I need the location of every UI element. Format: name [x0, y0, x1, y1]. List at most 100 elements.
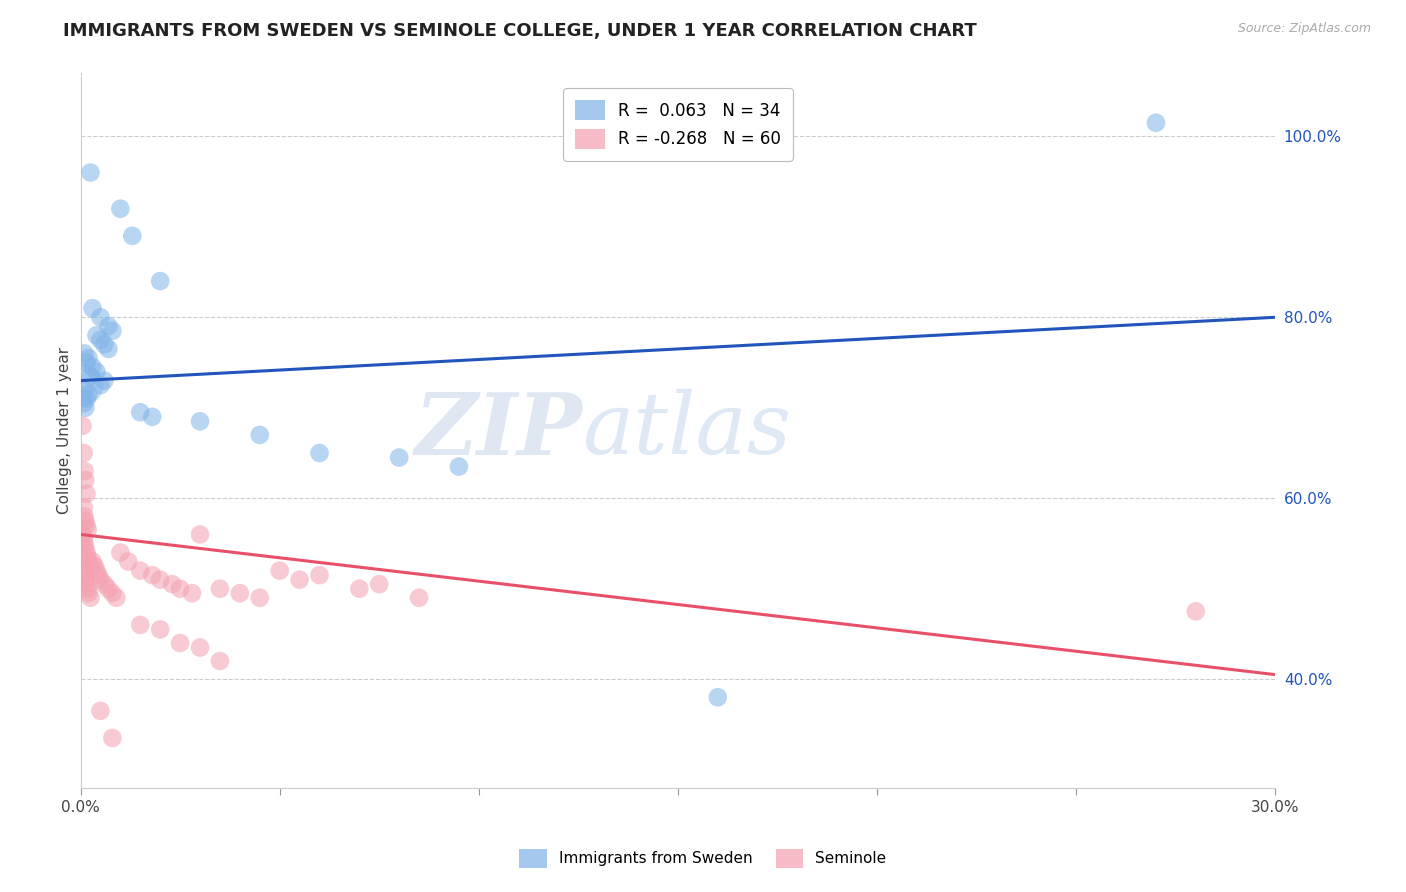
Point: [72, 418, 94, 433]
Point: [101, 324, 124, 338]
Point: [110, 545, 132, 559]
Text: Source: ZipAtlas.com: Source: ZipAtlas.com: [1237, 22, 1371, 36]
Point: [89, 378, 111, 392]
Point: [269, 564, 291, 578]
Point: [73, 568, 96, 582]
Point: [73, 532, 96, 546]
Text: IMMIGRANTS FROM SWEDEN VS SEMINOLE COLLEGE, UNDER 1 YEAR CORRELATION CHART: IMMIGRANTS FROM SWEDEN VS SEMINOLE COLLE…: [63, 22, 977, 40]
Point: [308, 568, 330, 582]
Point: [117, 555, 139, 569]
Point: [76, 577, 98, 591]
Point: [408, 591, 430, 605]
Point: [75, 573, 97, 587]
Point: [76, 355, 98, 369]
Point: [160, 577, 183, 591]
Point: [349, 582, 371, 596]
Point: [101, 586, 124, 600]
Point: [93, 374, 115, 388]
Point: [707, 690, 730, 705]
Point: [73, 536, 96, 550]
Legend: R =  0.063   N = 34, R = -0.268   N = 60: R = 0.063 N = 34, R = -0.268 N = 60: [564, 88, 793, 161]
Point: [97, 342, 120, 356]
Point: [73, 396, 96, 410]
Point: [121, 228, 143, 243]
Point: [101, 731, 124, 745]
Point: [208, 654, 231, 668]
Point: [75, 514, 97, 528]
Point: [87, 568, 110, 582]
Point: [105, 591, 128, 605]
Point: [129, 564, 152, 578]
Point: [229, 586, 252, 600]
Point: [76, 549, 98, 564]
Point: [149, 623, 172, 637]
Point: [76, 582, 98, 596]
Point: [82, 359, 104, 374]
Point: [73, 500, 96, 515]
Point: [73, 564, 96, 578]
Point: [75, 473, 97, 487]
Point: [1144, 116, 1167, 130]
Point: [73, 509, 96, 524]
Point: [73, 446, 96, 460]
Point: [89, 310, 111, 325]
Point: [93, 337, 115, 351]
Point: [188, 527, 211, 541]
Point: [86, 564, 108, 578]
Point: [141, 409, 163, 424]
Point: [76, 523, 98, 537]
Point: [97, 319, 120, 334]
Point: [82, 301, 104, 316]
Point: [447, 459, 470, 474]
Text: ZIP: ZIP: [415, 389, 582, 472]
Point: [308, 446, 330, 460]
Point: [188, 640, 211, 655]
Point: [79, 369, 101, 384]
Point: [1184, 604, 1206, 618]
Point: [76, 518, 98, 533]
Point: [89, 573, 111, 587]
Point: [388, 450, 411, 465]
Point: [72, 527, 94, 541]
Point: [73, 346, 96, 360]
Point: [72, 559, 94, 574]
Point: [77, 555, 100, 569]
Point: [169, 582, 191, 596]
Point: [188, 414, 211, 428]
Point: [72, 378, 94, 392]
Point: [181, 586, 204, 600]
Point: [208, 582, 231, 596]
Point: [288, 573, 311, 587]
Point: [169, 636, 191, 650]
Point: [73, 464, 96, 478]
Point: [129, 405, 152, 419]
Point: [149, 573, 172, 587]
Point: [76, 392, 98, 406]
Point: [129, 618, 152, 632]
Point: [110, 202, 132, 216]
Point: [79, 591, 101, 605]
Point: [149, 274, 172, 288]
Point: [76, 545, 98, 559]
Point: [79, 165, 101, 179]
Point: [82, 555, 104, 569]
Point: [75, 541, 97, 555]
Point: [97, 582, 120, 596]
Point: [77, 351, 100, 365]
Point: [249, 428, 271, 442]
Point: [141, 568, 163, 582]
Text: atlas: atlas: [582, 389, 792, 472]
Point: [93, 577, 115, 591]
Point: [77, 387, 100, 401]
Point: [249, 591, 271, 605]
Legend: Immigrants from Sweden, Seminole: Immigrants from Sweden, Seminole: [513, 843, 893, 873]
Point: [73, 383, 96, 397]
Point: [368, 577, 391, 591]
Point: [75, 401, 97, 415]
Y-axis label: College, Under 1 year: College, Under 1 year: [58, 347, 72, 514]
Point: [83, 559, 105, 574]
Point: [86, 328, 108, 343]
Point: [86, 365, 108, 379]
Point: [76, 486, 98, 500]
Point: [89, 704, 111, 718]
